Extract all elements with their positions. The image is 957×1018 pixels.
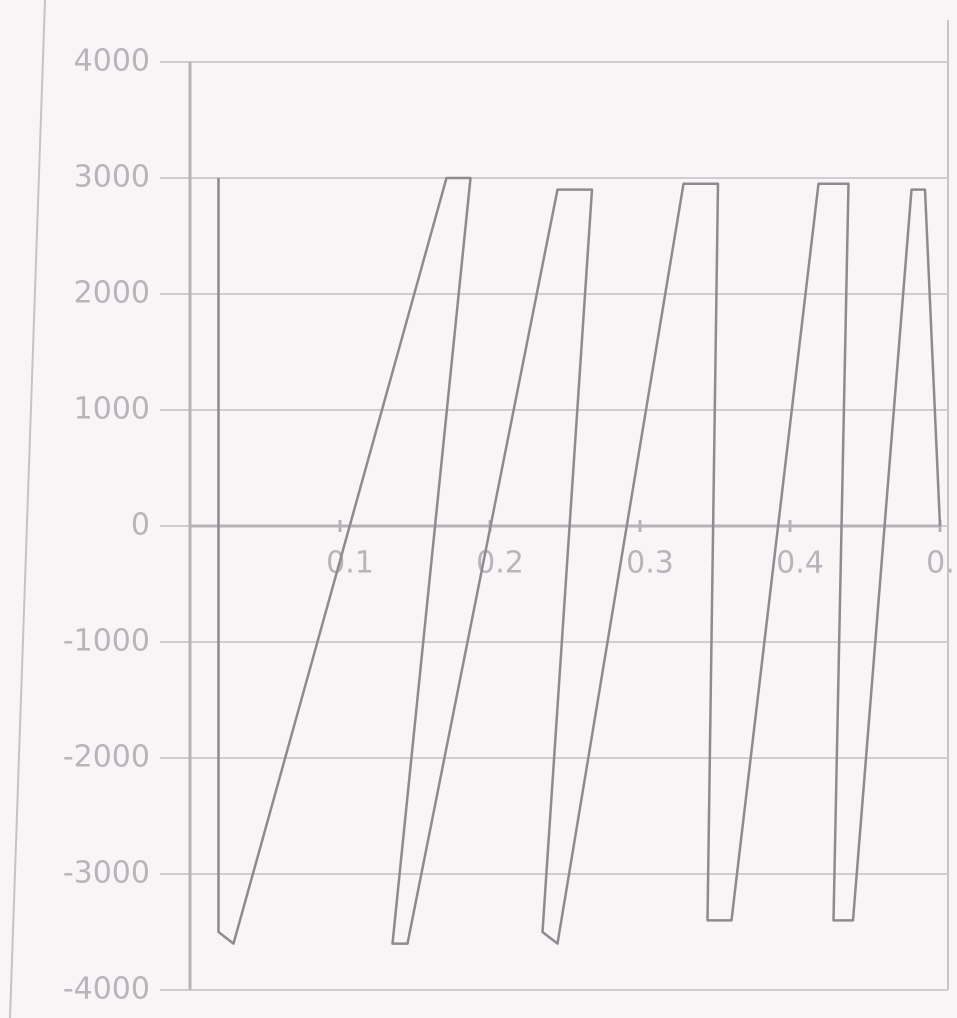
y-tick-label: 3000 <box>74 160 150 195</box>
y-tick-label: -4000 <box>63 972 150 1007</box>
y-tick-label: 2000 <box>74 276 150 311</box>
y-tick-label: -1000 <box>63 624 150 659</box>
y-tick-label: 0 <box>131 508 150 543</box>
y-tick-label: -3000 <box>63 856 150 891</box>
y-tick-label: 4000 <box>74 44 150 79</box>
x-tick-label: 0.4 <box>776 546 824 581</box>
x-tick-label: 0.5 <box>926 546 957 581</box>
chart: -4000 -3000 -2000 -1000 0 1000 2000 3000 4000 0.1… <box>0 0 957 1018</box>
y-tick-label: -2000 <box>63 740 150 775</box>
x-tick-label: 0.3 <box>626 546 674 581</box>
x-tick-label: 0.1 <box>326 546 374 581</box>
y-tick-label: 1000 <box>74 392 150 427</box>
